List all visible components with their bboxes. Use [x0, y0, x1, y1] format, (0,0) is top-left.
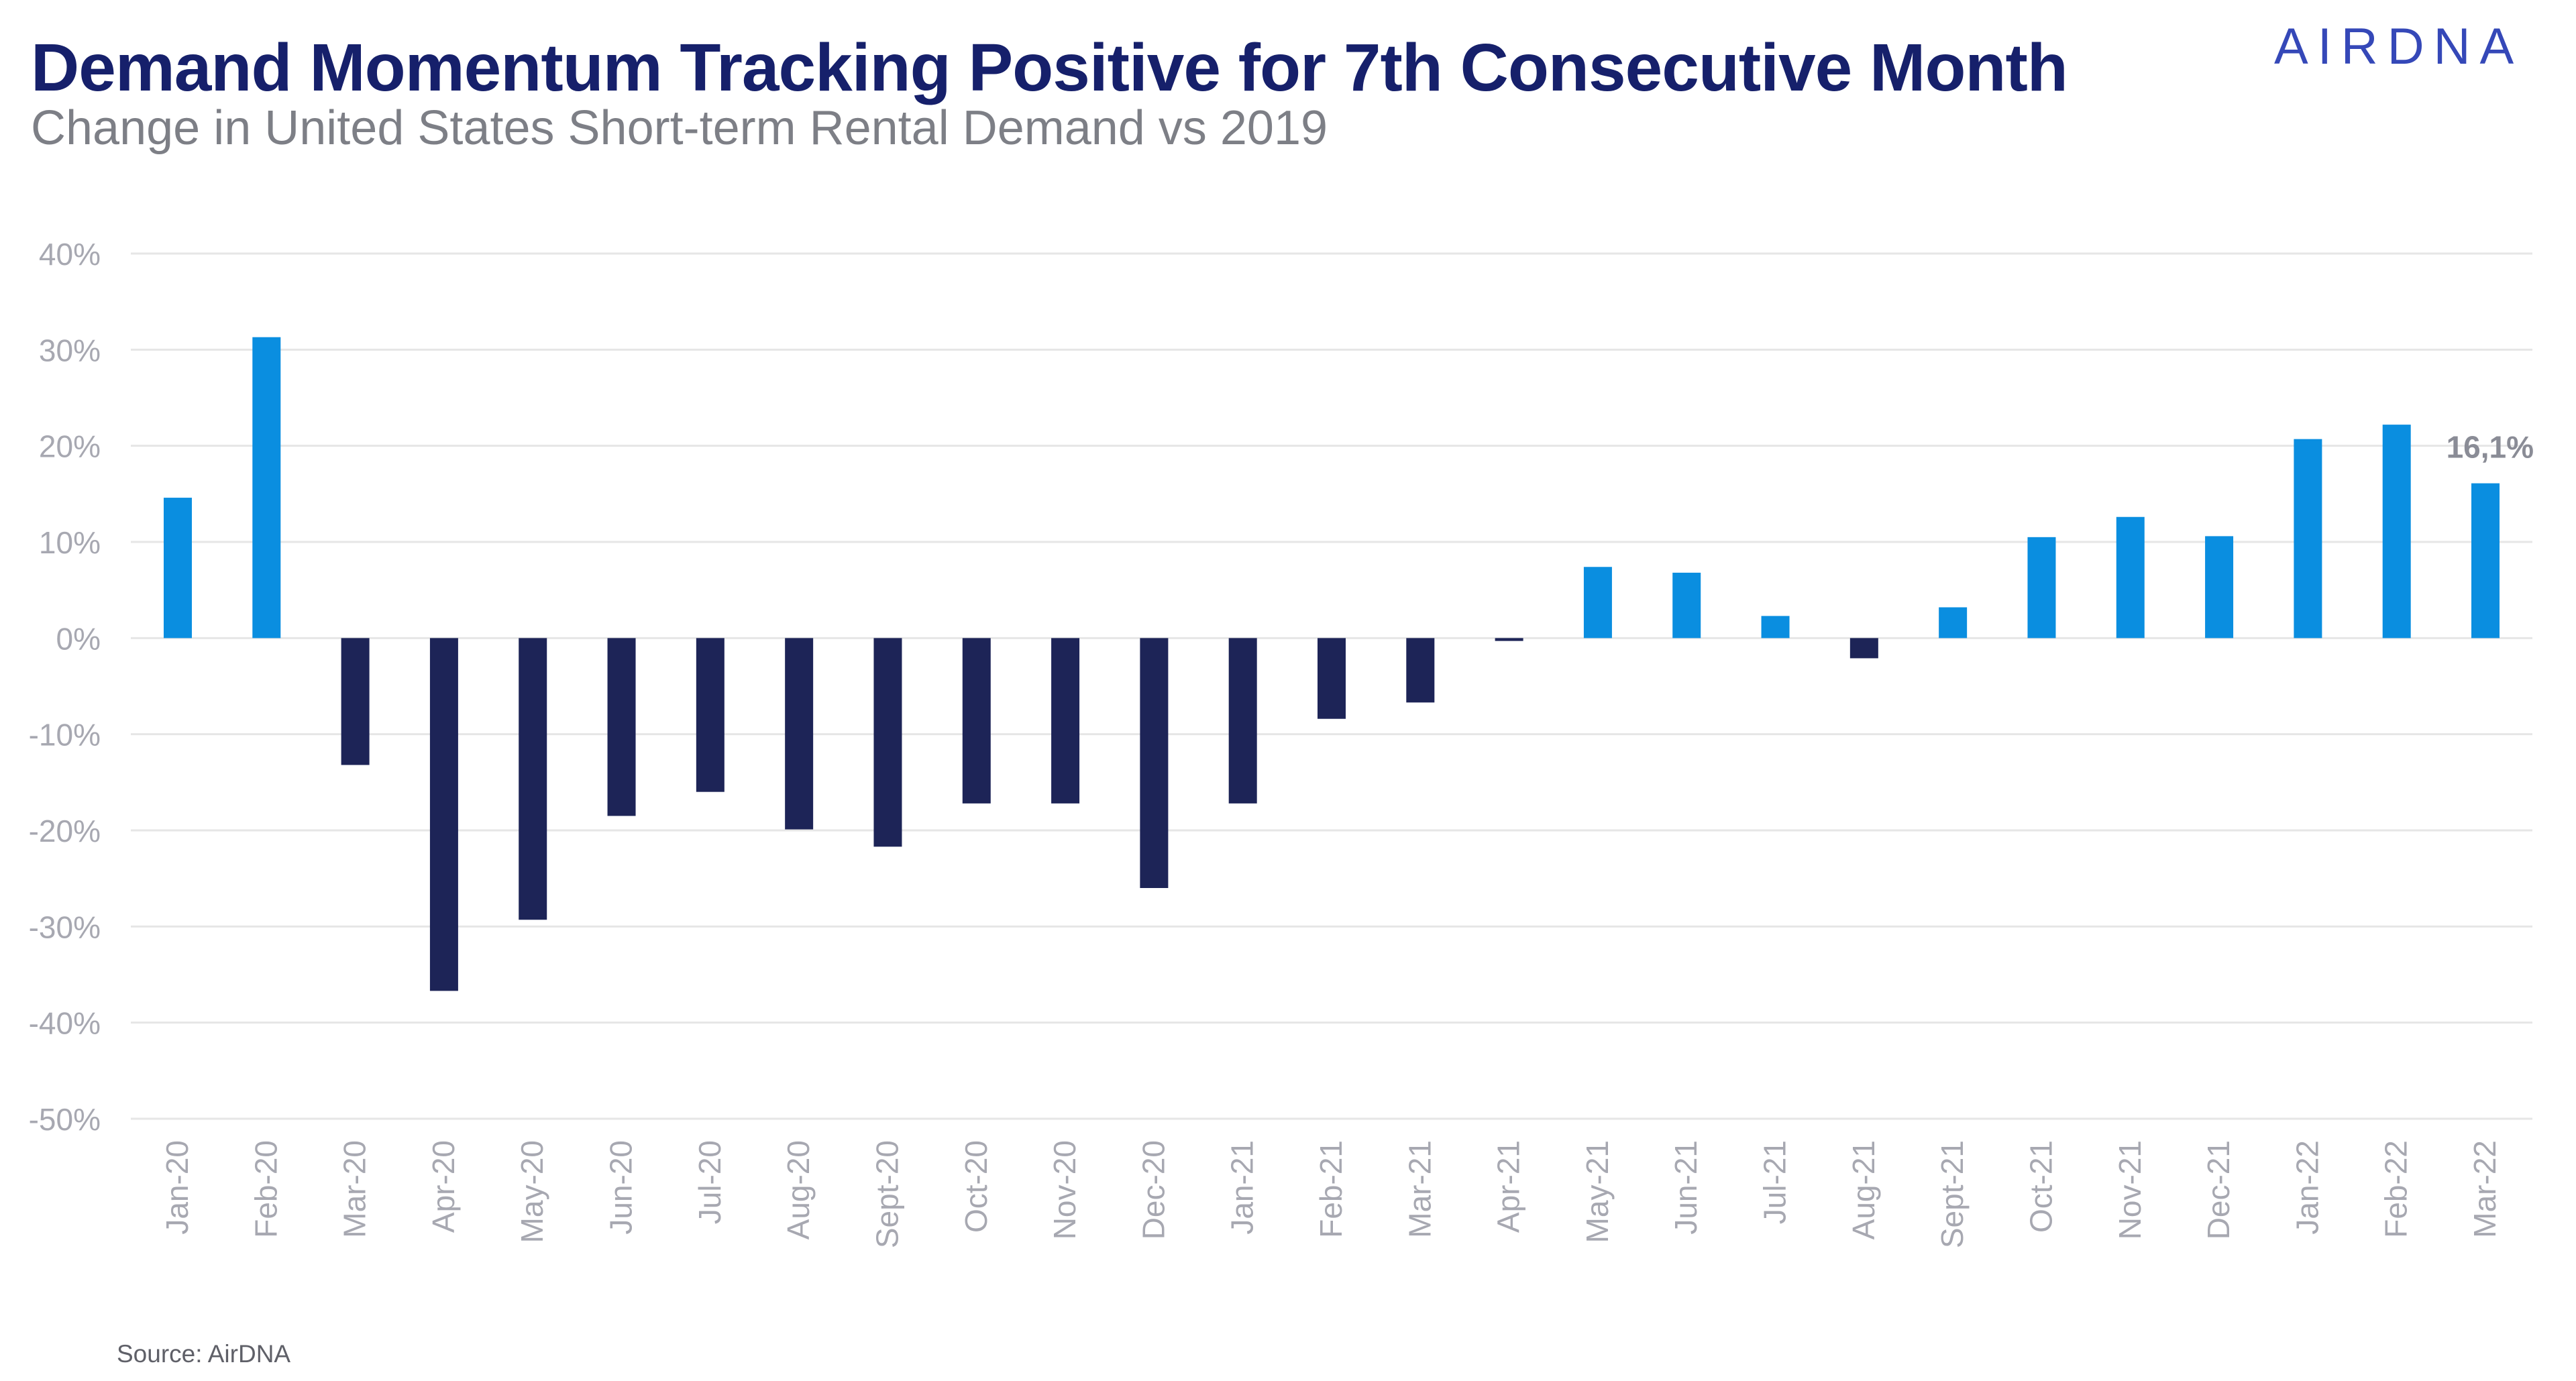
- x-tick-label: Dec-21: [2201, 1140, 2236, 1239]
- bar-may-20: [519, 638, 547, 920]
- x-tick-label: Sept-20: [869, 1140, 904, 1248]
- bar-sept-20: [873, 638, 902, 847]
- chart-title: Demand Momentum Tracking Positive for 7t…: [31, 30, 2068, 105]
- airdna-logo: AIRDNA: [2274, 18, 2524, 75]
- y-tick-label: 20%: [39, 429, 101, 464]
- bar-apr-21: [1495, 638, 1523, 641]
- x-tick-label: Mar-22: [2467, 1140, 2502, 1238]
- bar-jan-21: [1228, 638, 1257, 804]
- bar-sept-21: [1939, 607, 1968, 639]
- bar-jan-20: [164, 498, 192, 639]
- bar-jun-21: [1672, 572, 1701, 639]
- bar-feb-21: [1318, 638, 1346, 719]
- x-tick-label: Feb-21: [1313, 1140, 1348, 1238]
- x-tick-label: Sept-21: [1935, 1140, 1970, 1248]
- x-tick-label: Oct-20: [959, 1140, 994, 1233]
- bar-dec-21: [2205, 536, 2234, 639]
- x-tick-label: Feb-20: [248, 1140, 283, 1238]
- y-tick-label: -20%: [29, 814, 101, 848]
- chart-subtitle: Change in United States Short-term Renta…: [31, 101, 1328, 155]
- bar-mar-22: [2471, 483, 2500, 639]
- x-tick-label: Mar-20: [337, 1140, 372, 1238]
- x-tick-label: Apr-20: [426, 1140, 461, 1233]
- x-tick-label: Nov-20: [1047, 1140, 1082, 1239]
- bar-dec-20: [1140, 638, 1169, 888]
- bars: [164, 337, 2500, 991]
- x-tick-label: Jan-22: [2290, 1140, 2324, 1235]
- source-note: Source: AirDNA: [117, 1340, 291, 1368]
- bar-feb-20: [252, 337, 281, 639]
- x-tick-label: Jul-20: [692, 1140, 727, 1224]
- x-tick-label: Oct-21: [2023, 1140, 2058, 1233]
- x-tick-label: Feb-22: [2379, 1140, 2414, 1238]
- x-tick-label: Nov-21: [2112, 1140, 2147, 1239]
- bar-aug-21: [1849, 638, 1878, 659]
- x-tick-label: Jan-20: [160, 1140, 195, 1235]
- x-tick-label: Aug-20: [781, 1140, 816, 1239]
- y-axis-ticks: 40% 30% 20% 10% 0% -10% -20% -30% -40% -50%: [29, 237, 101, 1137]
- bar-nov-21: [2116, 516, 2145, 639]
- bar-feb-22: [2382, 425, 2411, 639]
- y-tick-label: -40%: [29, 1006, 101, 1041]
- bar-apr-20: [429, 638, 458, 991]
- bar-jan-22: [2294, 439, 2322, 639]
- y-tick-label: 40%: [39, 237, 101, 272]
- bar-jul-20: [696, 638, 724, 792]
- bar-may-21: [1583, 567, 1612, 639]
- x-axis-ticks: Jan-20 Feb-20 Mar-20 Apr-20 May-20 Jun-20 Jul-…: [160, 1140, 2502, 1248]
- bar-jun-20: [607, 638, 636, 816]
- x-tick-label: May-21: [1580, 1140, 1615, 1243]
- bar-mar-21: [1406, 638, 1435, 703]
- y-tick-label: 0%: [56, 621, 101, 656]
- y-tick-label: -10%: [29, 718, 101, 753]
- bar-oct-21: [2027, 537, 2056, 639]
- y-tick-label: -50%: [29, 1102, 101, 1137]
- data-label-mar-22: 16,1%: [2447, 430, 2534, 465]
- bar-mar-20: [341, 638, 370, 765]
- x-tick-label: May-20: [515, 1140, 549, 1243]
- x-tick-label: Jun-20: [604, 1140, 639, 1235]
- y-tick-label: 10%: [39, 525, 101, 560]
- annotations: 16,1%: [2447, 430, 2534, 465]
- x-tick-label: Jun-21: [1668, 1140, 1703, 1235]
- x-tick-label: Jul-21: [1758, 1140, 1792, 1224]
- bar-oct-20: [962, 638, 991, 804]
- x-tick-label: Apr-21: [1491, 1140, 1526, 1233]
- x-tick-label: Dec-20: [1136, 1140, 1171, 1239]
- x-tick-label: Aug-21: [1846, 1140, 1881, 1239]
- bar-nov-20: [1051, 638, 1080, 804]
- x-tick-label: Mar-21: [1402, 1140, 1437, 1238]
- y-tick-label: 30%: [39, 333, 101, 368]
- bar-aug-20: [785, 638, 814, 830]
- y-tick-label: -30%: [29, 909, 101, 944]
- x-tick-label: Jan-21: [1225, 1140, 1260, 1235]
- bar-jul-21: [1761, 616, 1790, 639]
